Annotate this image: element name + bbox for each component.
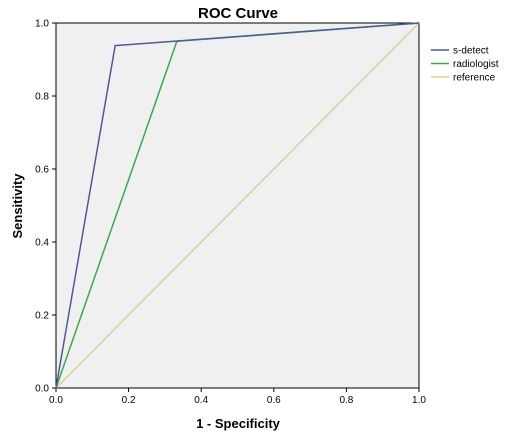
y-tick-label: 0.4 [35, 238, 49, 249]
chart-title: ROC Curve [198, 5, 278, 22]
series-line-s-detect [55, 22, 420, 389]
x-tick-label: 0.0 [49, 395, 63, 406]
series-group [55, 22, 420, 389]
y-tick-label: 0.8 [35, 92, 49, 103]
x-tick-label: 1.0 [412, 395, 426, 406]
y-tick-label: 0.2 [35, 311, 49, 322]
x-axis: 0.0 0.2 0.4 0.6 0.8 1.0 [49, 388, 426, 406]
y-axis-title: Sensitivity [10, 173, 25, 239]
legend: s-detect radiologist reference [431, 46, 499, 84]
y-tick-label: 1.0 [35, 19, 49, 30]
x-tick-label: 0.4 [194, 395, 208, 406]
x-tick-label: 0.6 [267, 395, 281, 406]
y-tick-label: 0.6 [35, 165, 49, 176]
x-axis-title: 1 - Specificity [196, 416, 281, 431]
legend-label: radiologist [453, 59, 499, 70]
legend-label: reference [453, 73, 496, 84]
x-tick-label: 0.2 [122, 395, 136, 406]
legend-label: s-detect [453, 46, 489, 57]
y-axis: 0.0 0.2 0.4 0.6 0.8 1.0 [35, 19, 56, 395]
y-tick-label: 0.0 [35, 384, 49, 395]
series-line-reference [55, 22, 420, 389]
x-tick-label: 0.8 [339, 395, 353, 406]
